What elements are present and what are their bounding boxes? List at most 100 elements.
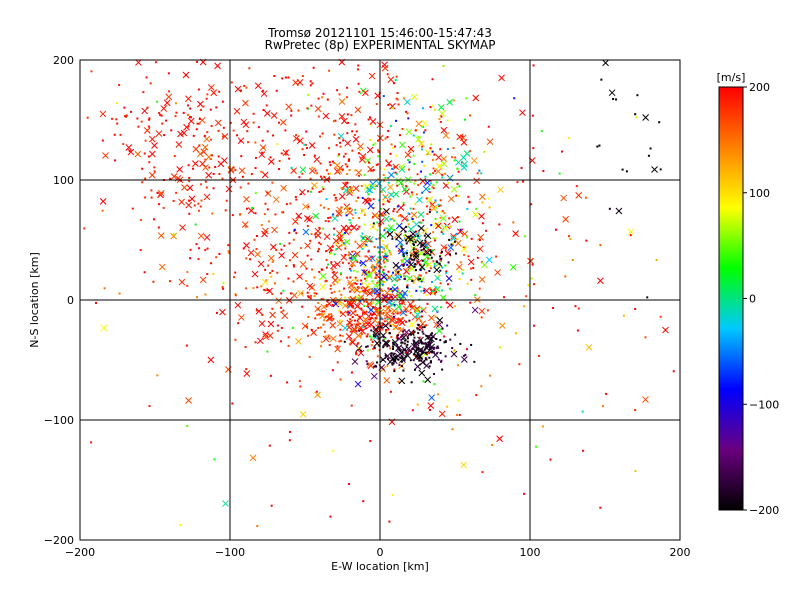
data-point [627,228,635,236]
data-point [306,216,313,223]
data-point [423,362,431,369]
data-point [612,97,615,100]
data-point [386,365,389,368]
data-point [407,238,410,241]
data-point [457,364,460,367]
data-point [351,149,354,152]
data-point [417,332,420,335]
data-point [389,347,392,350]
data-point [227,244,230,247]
data-point [406,340,409,343]
data-point [278,252,286,259]
data-point [440,359,443,362]
data-point [371,306,374,309]
data-point [101,139,104,142]
data-point [415,348,418,351]
data-point [118,292,121,295]
data-point [412,247,415,250]
data-point [306,147,309,150]
data-point [443,212,446,215]
data-point [327,334,330,337]
data-point [343,238,351,246]
data-point [398,319,406,327]
data-point [282,309,285,312]
data-point [273,282,276,285]
data-point [416,261,419,264]
data-point [430,251,433,254]
x-axis-label: E-W location [km] [331,560,429,573]
data-point [266,130,269,133]
data-point [388,301,396,308]
data-point [307,190,310,193]
data-point [276,329,279,332]
data-point [399,311,402,314]
data-point [346,132,349,135]
data-point [209,138,212,141]
data-point [430,224,433,227]
data-point [177,130,184,138]
data-point [491,443,494,446]
data-point [237,322,240,325]
data-point [324,335,327,338]
data-point [195,128,198,131]
data-point [365,279,368,282]
data-point [347,160,350,163]
data-point [347,254,350,257]
data-point [254,141,257,144]
data-point [376,221,379,224]
data-point [480,316,483,319]
data-point [331,271,339,279]
data-point [360,307,363,310]
data-point [205,186,208,189]
data-point [414,263,417,266]
data-point [411,348,414,351]
data-point [378,270,381,273]
data-point [432,158,435,161]
data-point [362,285,369,293]
data-point [192,134,195,137]
data-point [367,305,370,308]
data-point [574,305,577,308]
data-point [370,338,373,341]
data-point [418,359,421,362]
data-point [440,160,448,168]
data-point [470,343,473,346]
data-point [393,368,396,371]
data-point [395,245,398,248]
data-point [231,214,234,217]
data-point [265,104,268,107]
data-point [487,125,490,128]
data-point [386,357,389,360]
data-point [425,205,428,208]
data-point [412,243,415,246]
data-point [239,89,242,92]
data-point [280,326,283,329]
data-point [395,75,398,78]
data-point [422,247,425,250]
data-point [448,253,451,256]
data-point [124,115,127,118]
data-point [472,94,480,102]
data-point [438,274,441,277]
data-point [444,249,452,257]
data-point [131,207,134,210]
data-point [515,332,518,335]
data-point [307,205,310,208]
data-point [261,139,264,142]
data-point [601,405,604,408]
data-point [405,185,408,188]
data-point [391,167,394,170]
data-point [404,275,407,278]
data-point [137,125,140,128]
data-point [446,301,454,309]
data-point [468,200,471,203]
data-point [320,345,323,348]
data-point [246,207,249,210]
data-point [347,313,350,316]
data-point [148,404,151,407]
data-point [225,199,228,202]
data-point [420,244,423,247]
data-point [318,226,321,229]
data-point [309,80,312,83]
data-point [157,203,160,206]
